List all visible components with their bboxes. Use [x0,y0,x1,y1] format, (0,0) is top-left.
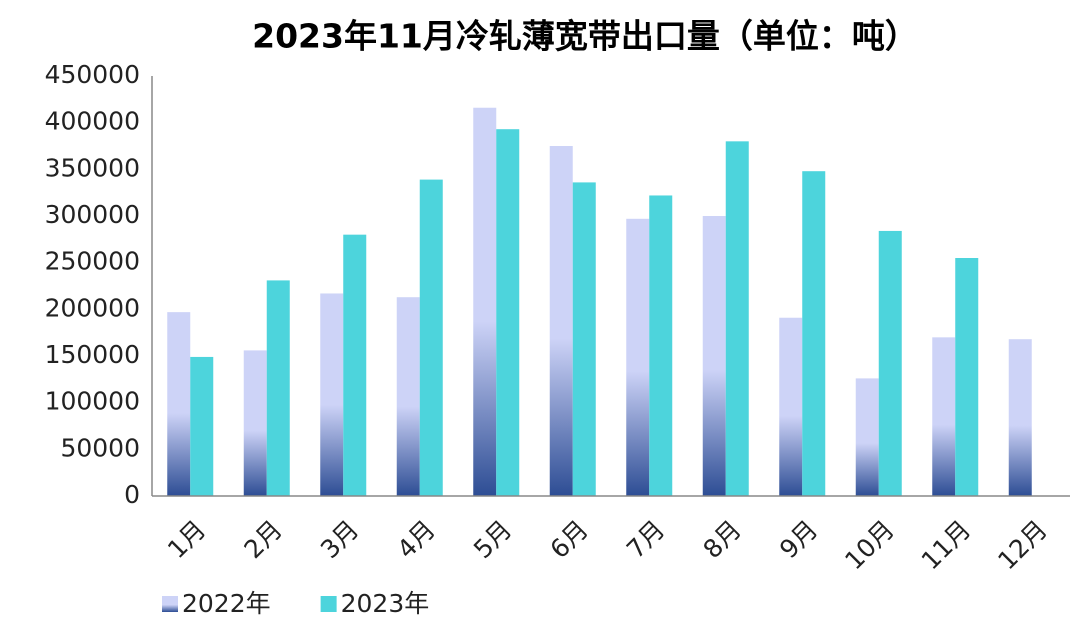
bar [802,171,826,496]
x-tick-label: 9月 [774,515,823,564]
bar [243,350,267,496]
bar [473,107,497,496]
x-tick-label: 12月 [992,515,1053,576]
chart-title: 2023年11月冷轧薄宽带出口量（单位：吨） [252,17,918,56]
bar [496,129,520,496]
bar [419,179,443,496]
bar [955,258,979,496]
y-tick-label: 300000 [45,200,140,229]
bar [702,216,726,496]
legend-label: 2022年 [182,589,271,617]
x-tick-label: 1月 [162,515,211,564]
bar [779,317,803,496]
bar [1008,339,1032,496]
y-tick-label: 200000 [45,293,140,322]
y-tick-label: 150000 [45,340,140,369]
legend-swatch [162,596,178,612]
bar [343,234,367,496]
y-tick-label: 0 [124,480,140,509]
x-tick-label: 5月 [468,515,517,564]
bar [649,195,673,496]
x-tick-label: 3月 [315,515,364,564]
bar [932,337,956,496]
legend-swatch [320,596,337,612]
bar [266,280,290,496]
y-tick-label: 50000 [60,433,140,462]
x-tick-label: 11月 [916,515,977,576]
bar [878,230,902,496]
y-tick-label: 450000 [45,60,140,89]
bar [725,141,749,497]
legend-label: 2023年 [341,589,430,617]
x-tick-label: 7月 [621,515,670,564]
bar [549,146,573,496]
y-tick-label: 400000 [45,107,140,136]
bar [855,378,879,496]
bar [396,297,420,496]
bar [626,218,650,497]
bar [572,182,596,496]
x-tick-label: 8月 [698,515,747,564]
x-tick-label: 4月 [392,515,441,564]
bar [320,293,344,496]
y-tick-label: 350000 [45,153,140,182]
bar [190,356,214,496]
y-tick-label: 250000 [45,247,140,276]
bar [167,312,191,496]
x-tick-label: 6月 [545,515,594,564]
y-tick-label: 100000 [45,387,140,416]
x-tick-label: 10月 [839,515,900,576]
x-tick-label: 2月 [239,515,288,564]
